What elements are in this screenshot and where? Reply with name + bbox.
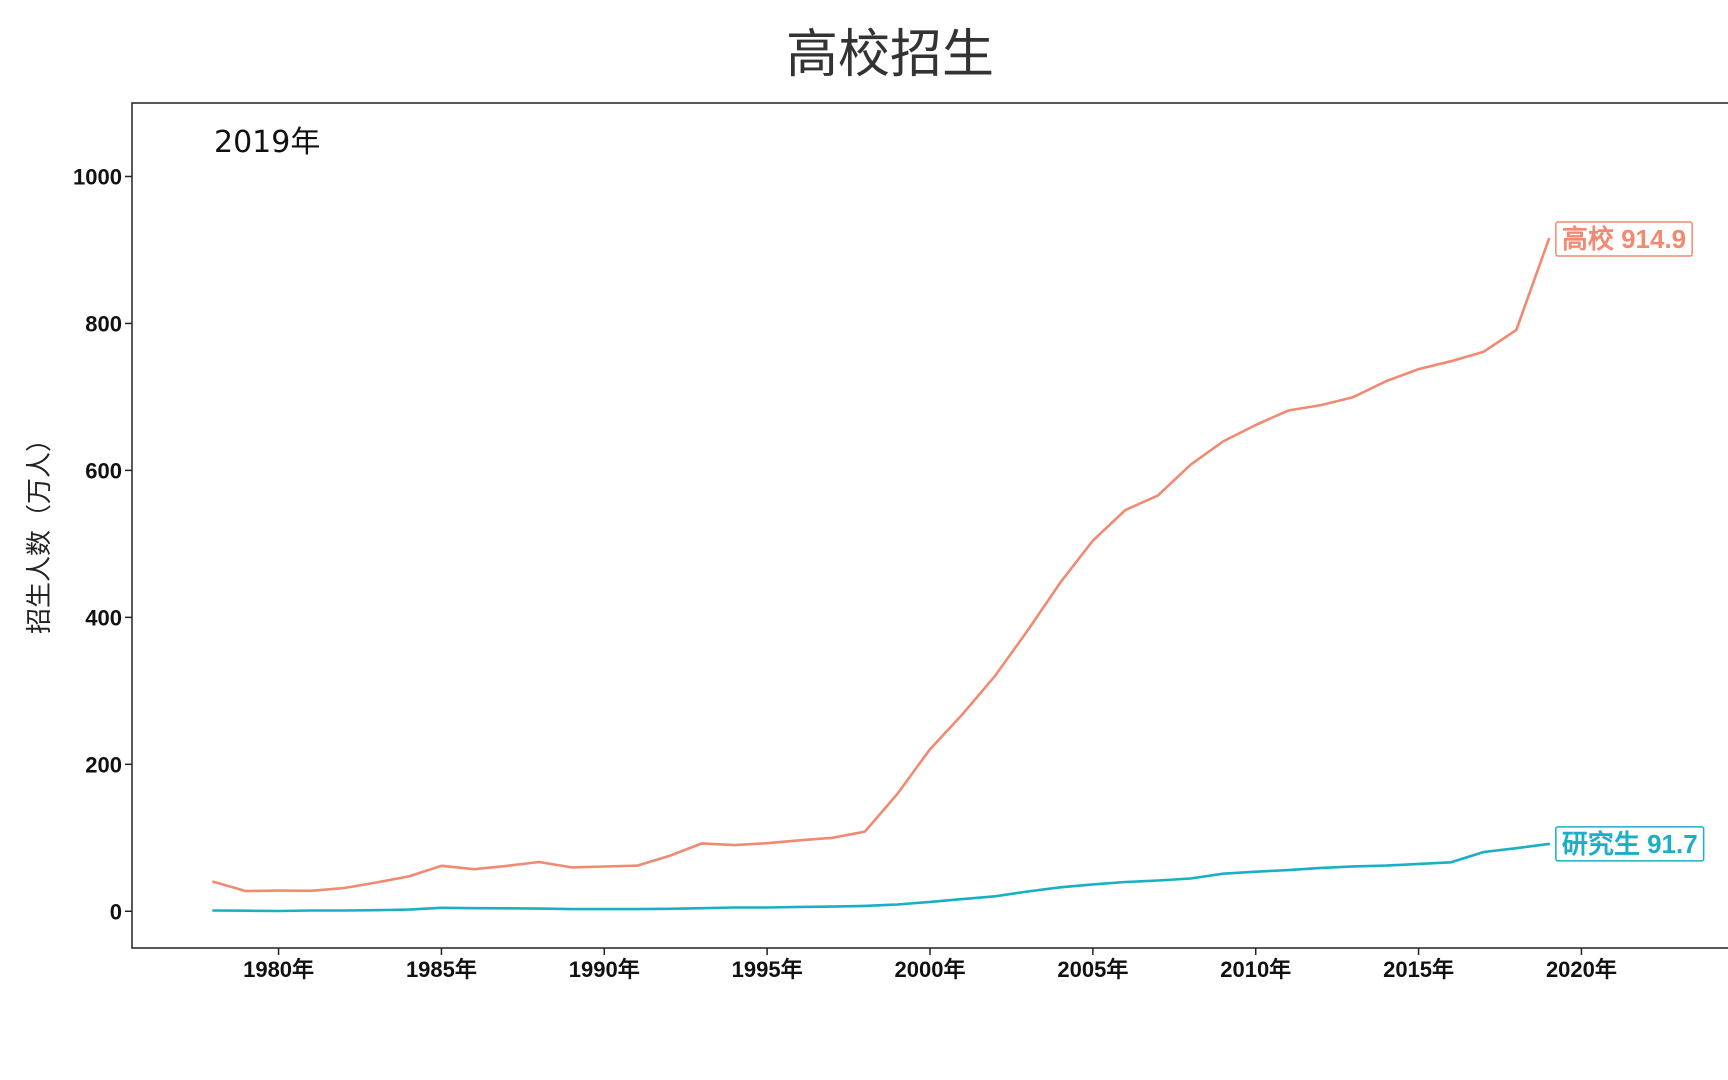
x-tick-label: 2020年 [1546, 957, 1617, 982]
plot-area [131, 102, 1728, 949]
x-tick-label: 2010年 [1220, 957, 1291, 982]
y-tick-label: 1000 [73, 164, 122, 189]
x-tick-label: 1995年 [732, 957, 803, 982]
end-label-text: 研究生 91.7 [1562, 829, 1698, 859]
y-tick-label: 400 [85, 605, 122, 630]
y-tick-label: 600 [85, 458, 122, 483]
y-axis: 0 200 400 600 800 1000 [73, 164, 132, 924]
y-axis-label: 招生人数（万人） [25, 426, 55, 634]
end-label-text: 高校 914.9 [1562, 224, 1686, 254]
x-tick-label: 1985年 [406, 957, 477, 982]
x-tick-label: 2015年 [1383, 957, 1454, 982]
series-line-2 [212, 842, 1551, 913]
x-tick-label: 2000年 [895, 957, 966, 982]
end-label-box [1555, 221, 1693, 257]
end-label-2: 研究生 91.7 [1555, 826, 1705, 862]
plot-frame [131, 102, 1728, 949]
y-tick-label: 0 [110, 899, 122, 924]
end-label-1: 高校 914.9 [1555, 221, 1693, 257]
chart-title: 高校招生 [786, 25, 994, 85]
year-annotation: 2019年 [214, 125, 320, 160]
x-axis: 1980年 1985年 1990年 1995年 2000年 2005年 2010年 2015年… [243, 948, 1617, 982]
y-tick-label: 200 [85, 752, 122, 777]
x-tick-label: 1980年 [243, 957, 314, 982]
series-lines [212, 237, 1551, 913]
x-tick-label: 1990年 [569, 957, 640, 982]
end-labels: 高校 914.9 研究生 91.7 [1555, 221, 1705, 862]
x-tick-label: 2005年 [1057, 957, 1128, 982]
series-line-1 [212, 237, 1551, 893]
end-label-box [1555, 826, 1705, 862]
y-tick-label: 800 [85, 311, 122, 336]
